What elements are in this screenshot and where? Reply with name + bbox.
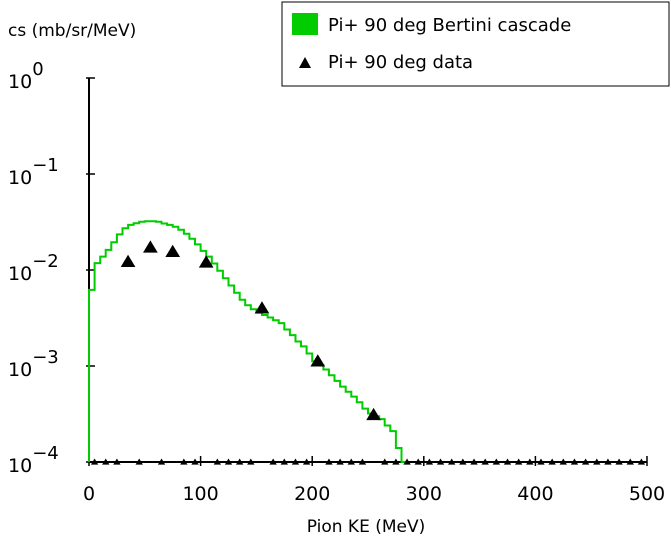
floor-data-point [604, 458, 612, 465]
floor-data-point [280, 458, 288, 465]
data-series [120, 240, 381, 421]
x-tick-label: 400 [517, 483, 553, 505]
floor-data-point [235, 458, 244, 465]
y-tick-label: 100 [8, 59, 44, 93]
x-axis-title: Pion KE (MeV) [307, 517, 426, 537]
floor-data-point [637, 458, 646, 465]
floor-data-point [581, 458, 590, 465]
floor-data-point [157, 458, 166, 465]
legend-swatch-simulation [292, 13, 318, 35]
legend-box [281, 1, 670, 87]
floor-data-point [459, 458, 467, 465]
floor-data-point [514, 458, 523, 465]
floor-data-point [336, 458, 344, 465]
y-tick-label: 10−3 [8, 347, 59, 381]
floor-data-point [548, 458, 556, 465]
floor-markers [90, 458, 646, 465]
y-axis-title: cs (mb/sr/MeV) [8, 21, 136, 41]
floor-data-point [470, 458, 478, 465]
x-tick-label: 300 [406, 483, 442, 505]
simulation-series [88, 220, 408, 463]
simulation-step-line [88, 220, 408, 463]
floor-data-point [247, 458, 255, 465]
data-point [165, 244, 181, 257]
floor-data-point [302, 458, 311, 465]
floor-data-point [392, 458, 400, 465]
y-axis-ticks: 100 10−1 10−2 10−3 10−4 [8, 59, 95, 477]
x-tick-label: 0 [83, 483, 95, 505]
floor-data-point [414, 458, 422, 465]
floor-data-point [213, 458, 222, 465]
x-tick-label: 500 [629, 483, 665, 505]
y-tick-label: 10−1 [8, 155, 59, 189]
floor-data-point [135, 458, 143, 465]
data-point [143, 240, 158, 253]
floor-data-point [570, 458, 579, 465]
legend-marker-data [299, 57, 311, 68]
legend-label-data: Pi+ 90 deg data [328, 52, 473, 73]
x-tick-label: 200 [294, 483, 330, 505]
y-tick-label: 10−2 [8, 251, 59, 285]
y-tick-label: 10−4 [8, 443, 59, 477]
data-point [198, 255, 214, 268]
floor-data-point [448, 458, 456, 465]
legend: Pi+ 90 deg Bertini cascade Pi+ 90 deg da… [281, 1, 670, 87]
floor-data-point [526, 458, 534, 465]
floor-data-point [180, 458, 188, 465]
data-point [310, 354, 326, 367]
floor-data-point [381, 458, 389, 465]
floor-data-point [102, 458, 110, 465]
plot-frame [88, 78, 647, 463]
floor-data-point [113, 458, 121, 465]
floor-data-point [593, 458, 601, 465]
floor-data-point [191, 458, 199, 465]
floor-data-point [559, 458, 567, 465]
floor-data-point [615, 458, 623, 465]
floor-data-point [403, 458, 411, 465]
floor-data-point [347, 458, 355, 465]
x-tick-label: 100 [182, 483, 218, 505]
floor-data-point [358, 458, 367, 465]
floor-data-point [425, 458, 434, 465]
floor-data-point [291, 458, 300, 465]
data-point [366, 407, 381, 421]
floor-data-point [436, 458, 445, 465]
floor-data-point [90, 458, 99, 465]
data-point [254, 301, 270, 314]
floor-data-point [269, 458, 277, 465]
data-point [120, 254, 136, 267]
x-axis-ticks: 0 100 200 300 400 500 [83, 456, 665, 505]
floor-data-point [503, 458, 512, 465]
floor-data-point [537, 458, 545, 465]
legend-label-simulation: Pi+ 90 deg Bertini cascade [328, 15, 571, 36]
floor-data-point [626, 458, 634, 465]
floor-data-point [325, 458, 333, 465]
floor-data-point [492, 458, 501, 465]
floor-data-point [224, 458, 233, 465]
floor-data-point [481, 458, 489, 465]
